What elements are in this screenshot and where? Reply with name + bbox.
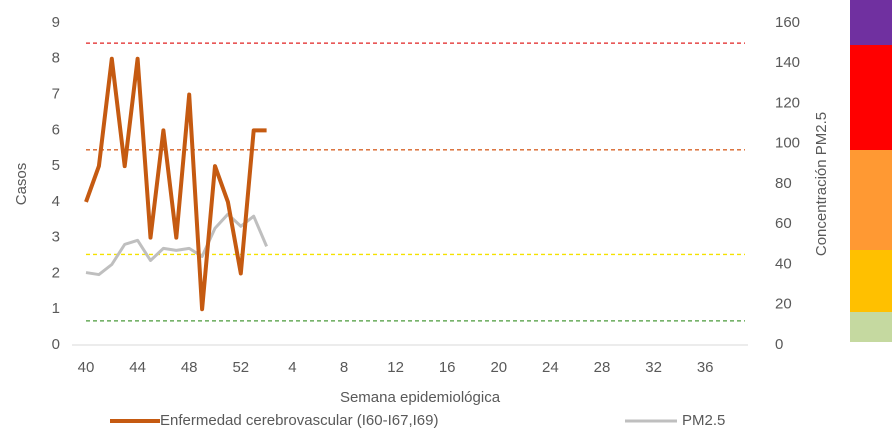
x-tick-label: 32 bbox=[645, 359, 662, 376]
x-tick-label: 40 bbox=[78, 359, 95, 376]
x-tick-label: 48 bbox=[181, 359, 198, 376]
legend-label: Enfermedad cerebrovascular (I60-I67,I69) bbox=[160, 412, 438, 429]
y2-tick-label: 100 bbox=[775, 135, 800, 152]
x-tick-label: 12 bbox=[387, 359, 404, 376]
x-tick-label: 44 bbox=[129, 359, 146, 376]
y-tick-label: 2 bbox=[52, 264, 60, 281]
y2-tick-label: 140 bbox=[775, 54, 800, 71]
legend-label: PM2.5 bbox=[682, 412, 725, 429]
y-tick-label: 0 bbox=[52, 336, 60, 353]
y-tick-label: 5 bbox=[52, 157, 60, 174]
line-series bbox=[84, 56, 267, 312]
y-axis-label: Casos bbox=[13, 163, 30, 206]
y2-tick-label: 120 bbox=[775, 94, 800, 111]
y-tick-label: 3 bbox=[52, 229, 60, 246]
x-tick-label: 36 bbox=[697, 359, 714, 376]
x-tick-label: 52 bbox=[232, 359, 249, 376]
x-axis-label: Semana epidemiológica bbox=[340, 389, 501, 406]
y2-tick-label: 20 bbox=[775, 296, 792, 313]
level-band bbox=[850, 150, 892, 250]
y-tick-label: 4 bbox=[52, 193, 60, 210]
y-tick-label: 9 bbox=[52, 14, 60, 31]
x-tick-label: 24 bbox=[542, 359, 559, 376]
x-tick-label: 4 bbox=[288, 359, 296, 376]
x-tick-label: 8 bbox=[340, 359, 348, 376]
level-band bbox=[850, 0, 892, 45]
y2-tick-label: 160 bbox=[775, 14, 800, 31]
level-band bbox=[850, 45, 892, 150]
y2-tick-label: 60 bbox=[775, 215, 792, 232]
x-tick-label: 20 bbox=[490, 359, 507, 376]
y2-tick-label: 40 bbox=[775, 255, 792, 272]
line-series bbox=[85, 212, 268, 277]
y-tick-label: 8 bbox=[52, 50, 60, 67]
y-tick-label: 7 bbox=[52, 86, 60, 103]
level-band bbox=[850, 312, 892, 342]
y2-tick-label: 80 bbox=[775, 175, 792, 192]
y2-tick-label: 0 bbox=[775, 336, 783, 353]
x-tick-label: 28 bbox=[594, 359, 611, 376]
y2-axis-label: Concentración PM2.5 bbox=[813, 112, 830, 256]
x-tick-label: 16 bbox=[439, 359, 456, 376]
y-tick-label: 1 bbox=[52, 300, 60, 317]
level-band bbox=[850, 250, 892, 312]
y-tick-label: 6 bbox=[52, 121, 60, 138]
